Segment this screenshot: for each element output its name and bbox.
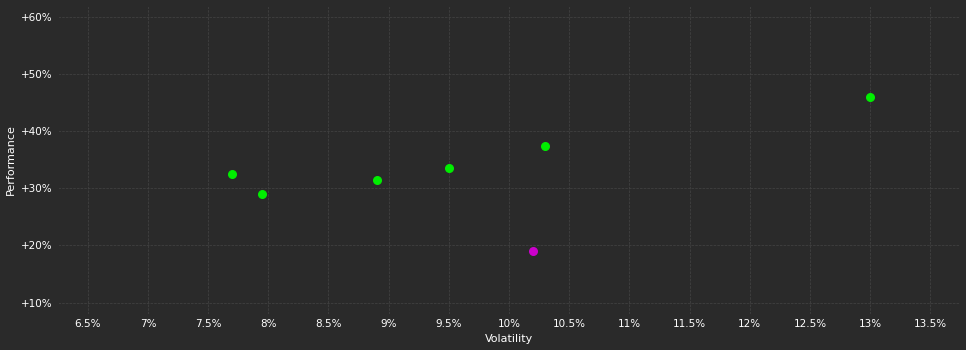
Point — [537, 143, 553, 148]
Point — [224, 171, 240, 177]
Point — [441, 166, 457, 171]
Point — [526, 248, 541, 254]
Point — [863, 94, 878, 100]
Point — [254, 191, 270, 197]
X-axis label: Volatility: Volatility — [485, 335, 533, 344]
Y-axis label: Performance: Performance — [6, 124, 15, 195]
Point — [369, 177, 384, 183]
